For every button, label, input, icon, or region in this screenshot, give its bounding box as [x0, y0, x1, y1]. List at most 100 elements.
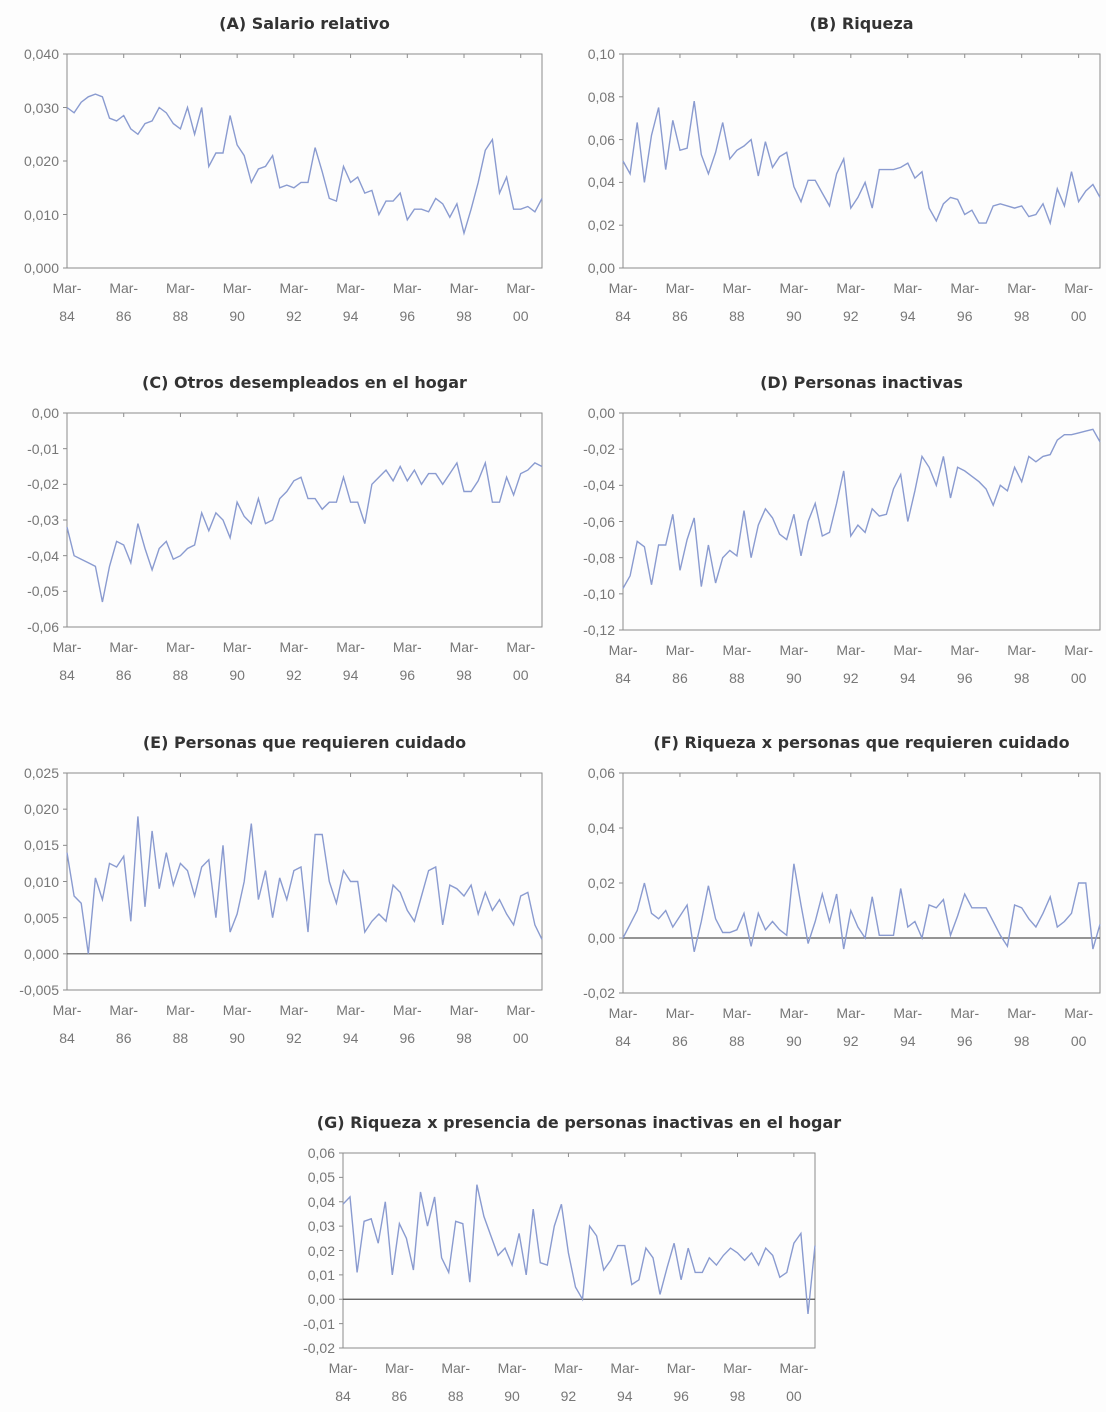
y-tick-label: 0,02: [587, 217, 615, 234]
y-tick-label: -0,12: [583, 622, 615, 638]
x-tick-label: Mar-88: [166, 639, 195, 683]
y-tick-label: 0,04: [587, 820, 615, 836]
x-tick-label: Mar-92: [279, 1002, 309, 1046]
x-tick-label: Mar-84: [608, 280, 638, 324]
y-tick-label: -0,02: [583, 441, 615, 458]
y-tick-label: -0,02: [303, 1340, 335, 1356]
y-tick-label: 0,000: [23, 260, 59, 276]
chart-title: (D) Personas inactivas: [760, 373, 963, 392]
x-tick-label: Mar-00: [1064, 280, 1094, 324]
x-tick-label: Mar-88: [722, 280, 752, 324]
y-tick-label: -0,10: [583, 585, 615, 602]
plot-frame: [66, 53, 543, 269]
y-tick-label: 0,000: [23, 945, 59, 962]
x-tick-label: Mar-96: [666, 1360, 696, 1404]
x-tick-label: Mar-96: [950, 1005, 980, 1049]
x-tick-label: Mar-84: [52, 639, 82, 683]
x-tick-label: Mar-96: [392, 280, 422, 324]
y-tick-label: -0,02: [27, 476, 59, 493]
x-tick-label: Mar-94: [610, 1360, 640, 1404]
y-tick-label: 0,015: [23, 837, 59, 854]
y-tick-label: -0,005: [19, 982, 59, 998]
x-tick-label: Mar-86: [665, 280, 695, 324]
data-line: [622, 100, 1101, 226]
chart-title: (E) Personas que requieren cuidado: [142, 733, 467, 752]
y-tick-label: 0,04: [587, 174, 615, 191]
y-tick-label: -0,04: [27, 547, 59, 564]
x-tick-label: Mar-86: [665, 1005, 695, 1049]
y-tick-label: -0,03: [27, 512, 59, 528]
plot-frame: [66, 412, 543, 628]
y-tick-label: 0,01: [307, 1266, 335, 1283]
plot-frame: [622, 53, 1101, 269]
y-tick-label: -0,01: [303, 1315, 335, 1332]
x-tick-label: Mar-98: [1007, 280, 1037, 324]
x-tick-label: Mar-86: [384, 1360, 414, 1404]
y-tick-label: 0,025: [23, 765, 59, 781]
data-line: [622, 428, 1101, 589]
data-line: [342, 1184, 816, 1314]
y-tick-label: 0,06: [587, 765, 615, 781]
data-line: [66, 816, 543, 954]
chart-title: (F) Riqueza x personas que requieren cui…: [653, 733, 1070, 752]
y-tick-label: 0,040: [23, 46, 59, 62]
y-tick-label: 0,010: [23, 873, 59, 890]
y-tick-label: 0,020: [23, 801, 59, 818]
x-tick-label: Mar-98: [1007, 642, 1037, 686]
x-tick-label: Mar-90: [497, 1360, 527, 1404]
x-tick-label: Mar-98: [1007, 1005, 1037, 1049]
y-tick-label: 0,00: [587, 260, 615, 276]
x-tick-label: Mar-86: [109, 639, 139, 683]
x-tick-label: Mar-86: [109, 280, 139, 324]
y-tick-label: 0,10: [587, 46, 615, 62]
y-tick-label: 0,010: [23, 206, 59, 223]
y-tick-label: 0,02: [307, 1242, 335, 1259]
x-tick-label: Mar-84: [608, 1005, 638, 1049]
x-tick-label: Mar-90: [779, 280, 809, 324]
x-tick-label: Mar-94: [336, 280, 365, 324]
x-tick-label: Mar-96: [950, 280, 980, 324]
y-tick-label: 0,03: [307, 1218, 335, 1235]
y-tick-label: 0,06: [587, 131, 615, 148]
x-tick-label: Mar-00: [1064, 642, 1094, 686]
y-tick-label: -0,02: [583, 985, 615, 1001]
y-tick-label: 0,00: [307, 1291, 335, 1308]
x-tick-label: Mar-92: [836, 642, 866, 686]
y-tick-label: 0,06: [307, 1145, 335, 1161]
y-tick-label: 0,05: [307, 1169, 335, 1186]
chart-title: (B) Riqueza: [809, 14, 914, 33]
chart-title: (A) Salario relativo: [219, 14, 390, 33]
x-tick-label: Mar-92: [836, 280, 866, 324]
x-tick-label: Mar-94: [336, 639, 365, 683]
x-tick-label: Mar-84: [52, 1002, 82, 1046]
y-tick-label: 0,08: [587, 88, 615, 105]
y-tick-label: 0,030: [23, 99, 59, 116]
x-tick-label: Mar-90: [779, 1005, 809, 1049]
x-tick-label: Mar-88: [166, 1002, 195, 1046]
chart-title: (G) Riqueza x presencia de personas inac…: [316, 1113, 842, 1132]
x-tick-label: Mar-98: [449, 280, 479, 324]
x-tick-label: Mar-90: [779, 642, 809, 686]
x-tick-label: Mar-00: [506, 280, 536, 324]
x-tick-label: Mar-84: [52, 280, 82, 324]
y-tick-label: 0,04: [307, 1193, 335, 1210]
x-tick-label: Mar-94: [893, 280, 923, 324]
x-tick-label: Mar-00: [779, 1360, 809, 1404]
y-tick-label: 0,02: [587, 875, 615, 891]
x-tick-label: Mar-86: [665, 642, 695, 686]
chart-title: (C) Otros desempleados en el hogar: [142, 373, 467, 392]
x-tick-label: Mar-92: [279, 280, 309, 324]
x-tick-label: Mar-88: [166, 280, 195, 324]
x-tick-label: Mar-88: [441, 1360, 471, 1404]
y-tick-label: -0,06: [27, 619, 59, 635]
data-line: [66, 460, 543, 603]
y-tick-label: -0,06: [583, 513, 615, 530]
x-tick-label: Mar-90: [222, 280, 252, 324]
x-tick-label: Mar-92: [836, 1005, 866, 1049]
x-tick-label: Mar-98: [449, 1002, 479, 1046]
y-tick-label: 0,020: [23, 153, 59, 169]
x-tick-label: Mar-98: [723, 1360, 752, 1404]
data-line: [66, 93, 543, 236]
